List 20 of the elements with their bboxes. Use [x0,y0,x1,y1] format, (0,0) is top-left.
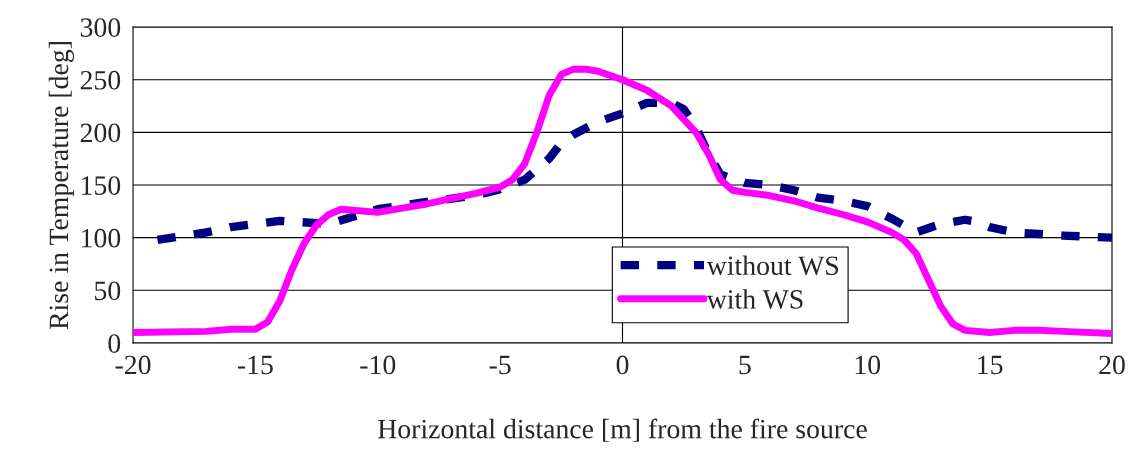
x-tick-label: -10 [360,355,396,375]
y-tick-label: 300 [80,18,121,37]
x-tick-label: -5 [489,355,511,375]
x-tick-label: 5 [739,355,751,375]
y-tick-label: 50 [95,281,121,301]
y-tick-label: 100 [82,228,121,248]
y-tick-label: 150 [82,176,121,195]
y-axis-title: Rise in Temperature [deg] [48,42,74,330]
legend-label: without WS [706,255,839,276]
y-tick-label: 200 [80,123,121,143]
x-tick-label: -15 [237,355,273,375]
x-axis-title: Horizontal distance [m] from the fire source [378,418,867,442]
x-tick-label: 20 [1099,355,1125,375]
y-tick-label: 250 [80,70,121,90]
legend-label: with WS [706,289,803,309]
x-tick-label: 0 [616,355,629,375]
y-tick-label: 0 [108,334,121,353]
x-tick-label: -20 [115,355,151,375]
x-tick-label: 10 [855,355,881,375]
x-tick-label: 15 [978,355,1003,375]
